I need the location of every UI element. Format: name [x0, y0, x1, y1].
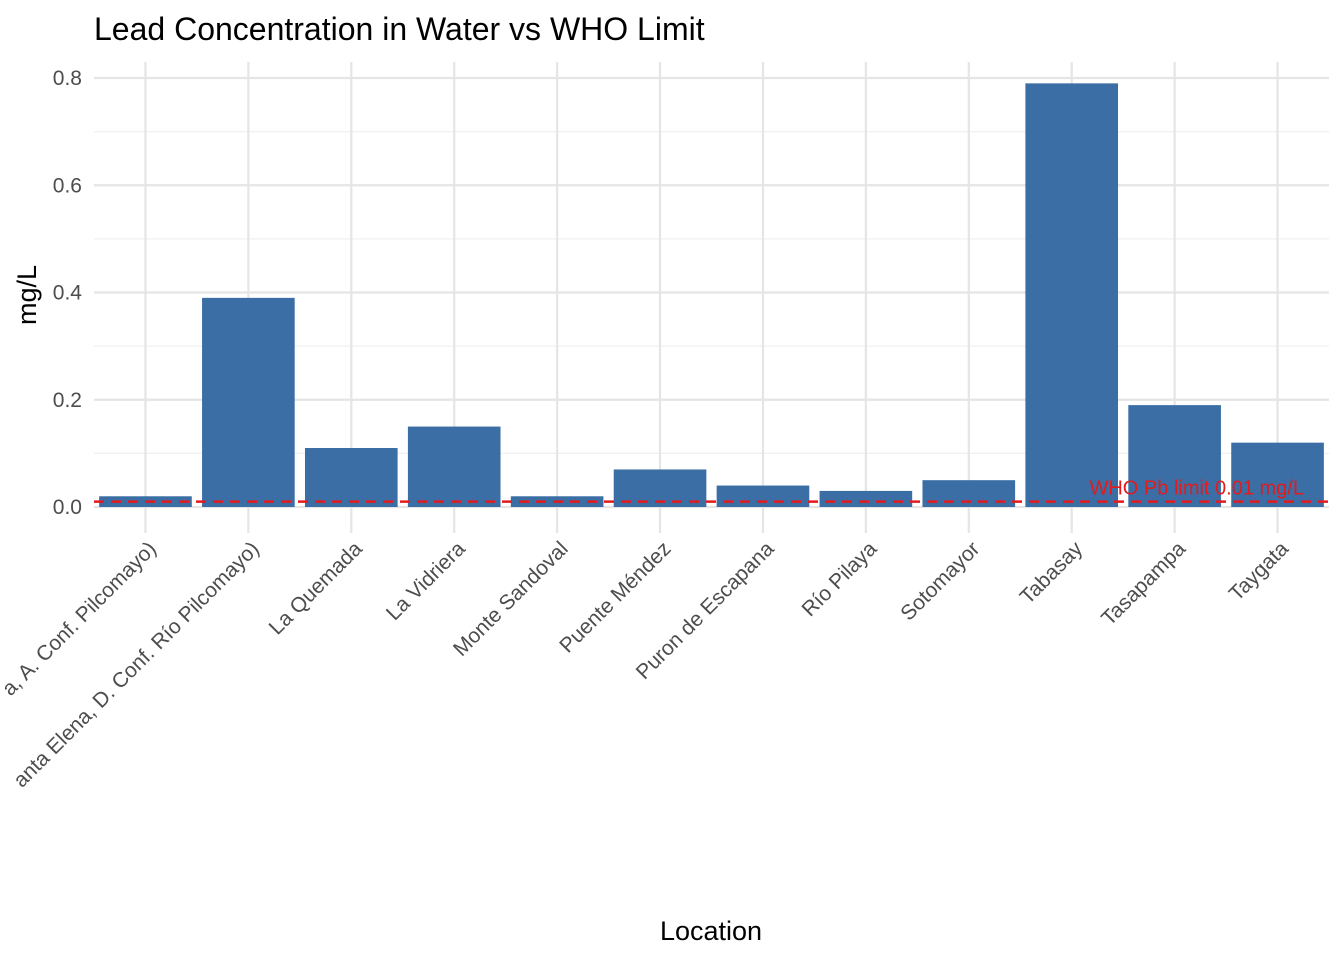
x-axis-ticks: a, A. Conf. Pilcomayo)anta Elena, D. Con…: [0, 537, 1293, 792]
x-tick-label: Puente Méndez: [555, 537, 675, 657]
bar: [1128, 405, 1221, 507]
x-tick-label: Taygata: [1225, 537, 1293, 605]
x-tick-label: La Quemada: [265, 537, 367, 639]
who-limit-label: WHO Pb limit 0.01 mg/L: [1089, 478, 1304, 500]
x-tick-label: Tabasay: [1016, 537, 1088, 609]
bar: [407, 426, 501, 507]
x-tick-label: Tasapampa: [1097, 537, 1190, 630]
y-tick-label: 0.4: [53, 282, 83, 305]
bar: [716, 485, 810, 507]
bar: [202, 297, 295, 507]
y-axis-title: mg/L: [12, 265, 42, 325]
x-tick-label: Sotomayor: [896, 537, 984, 625]
y-tick-label: 0.2: [53, 389, 82, 412]
bars: [99, 83, 1324, 508]
chart-title: Lead Concentration in Water vs WHO Limit: [94, 11, 705, 47]
reference-line-group: WHO Pb limit 0.01 mg/L: [94, 478, 1329, 503]
bar: [922, 480, 1016, 507]
x-tick-label: Monte Sandoval: [449, 537, 573, 661]
y-axis-ticks: 0.0 0.2 0.4 0.6 0.8: [53, 67, 83, 519]
bar: [1025, 83, 1119, 508]
x-tick-label: Río Pilaya: [797, 537, 881, 621]
bar: [1231, 442, 1324, 507]
x-axis-title: Location: [660, 916, 762, 946]
y-tick-label: 0.8: [53, 67, 82, 90]
bar: [819, 490, 913, 507]
x-tick-label: La Vidriera: [382, 537, 470, 625]
y-tick-label: 0.6: [53, 174, 82, 197]
y-tick-label: 0.0: [53, 496, 82, 519]
grid: [94, 62, 1329, 533]
bar: [304, 448, 398, 507]
